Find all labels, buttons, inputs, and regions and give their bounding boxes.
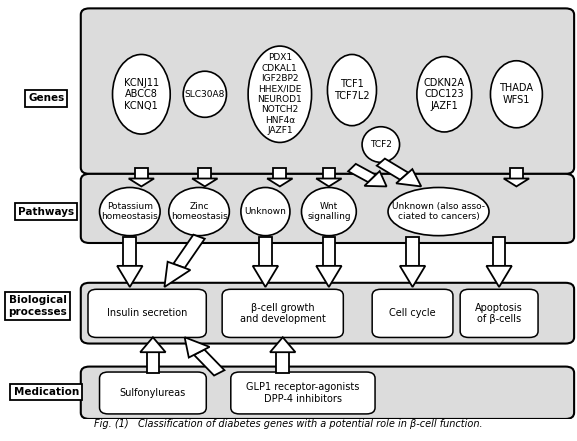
Polygon shape (323, 168, 335, 179)
Polygon shape (129, 179, 154, 187)
Text: Unknown: Unknown (245, 207, 286, 216)
Ellipse shape (241, 187, 290, 235)
Ellipse shape (328, 55, 376, 126)
FancyBboxPatch shape (81, 174, 574, 243)
Polygon shape (510, 168, 523, 179)
FancyBboxPatch shape (460, 289, 538, 337)
Text: Apoptosis
of β-cells: Apoptosis of β-cells (475, 303, 523, 324)
Polygon shape (173, 235, 205, 268)
Ellipse shape (168, 187, 229, 235)
Text: Unknown (also asso-
ciated to cancers): Unknown (also asso- ciated to cancers) (392, 202, 485, 221)
Text: Wnt
signalling: Wnt signalling (307, 202, 351, 221)
FancyBboxPatch shape (231, 372, 375, 414)
Polygon shape (493, 237, 505, 266)
Polygon shape (276, 352, 289, 373)
FancyBboxPatch shape (81, 366, 574, 419)
Ellipse shape (100, 187, 160, 235)
Polygon shape (147, 352, 159, 373)
Polygon shape (117, 266, 143, 287)
Ellipse shape (362, 127, 399, 162)
Text: THADA
WFS1: THADA WFS1 (500, 83, 533, 105)
Polygon shape (316, 266, 342, 287)
Text: GLP1 receptor-agonists
DPP-4 inhibitors: GLP1 receptor-agonists DPP-4 inhibitors (246, 382, 359, 404)
Polygon shape (185, 337, 209, 358)
Text: Pathways: Pathways (18, 206, 74, 217)
Polygon shape (270, 337, 295, 352)
Text: Medication: Medication (13, 387, 79, 397)
Polygon shape (348, 164, 376, 182)
Polygon shape (365, 171, 387, 187)
Text: Potassium
homeostasis: Potassium homeostasis (102, 202, 158, 221)
Polygon shape (486, 266, 512, 287)
Text: β-cell growth
and development: β-cell growth and development (240, 303, 325, 324)
Text: Sulfonylureas: Sulfonylureas (120, 388, 186, 398)
Text: Genes: Genes (28, 93, 64, 104)
Ellipse shape (301, 187, 356, 235)
Text: Biological
processes: Biological processes (8, 295, 67, 317)
Text: TCF1
TCF7L2: TCF1 TCF7L2 (334, 79, 370, 101)
Text: Insulin secretion: Insulin secretion (107, 308, 188, 318)
Polygon shape (259, 237, 272, 266)
Ellipse shape (113, 55, 170, 134)
Text: Zinc
homeostasis: Zinc homeostasis (171, 202, 227, 221)
FancyBboxPatch shape (88, 289, 207, 337)
Polygon shape (267, 179, 293, 187)
Text: KCNJ11
ABCC8
KCNQ1: KCNJ11 ABCC8 KCNQ1 (124, 78, 159, 111)
Polygon shape (135, 168, 148, 179)
FancyBboxPatch shape (81, 8, 574, 174)
Polygon shape (400, 266, 425, 287)
Polygon shape (198, 168, 211, 179)
Ellipse shape (490, 61, 542, 128)
Ellipse shape (183, 71, 226, 117)
Text: TCF2: TCF2 (370, 140, 392, 149)
Text: Fig. (1)   Classification of diabetes genes with a potential role in β-cell func: Fig. (1) Classification of diabetes gene… (94, 419, 483, 429)
FancyBboxPatch shape (99, 372, 207, 414)
Polygon shape (323, 237, 335, 266)
Polygon shape (123, 237, 136, 266)
Polygon shape (273, 168, 286, 179)
Polygon shape (253, 266, 278, 287)
Text: SLC30A8: SLC30A8 (185, 90, 225, 99)
Text: Cell cycle: Cell cycle (389, 308, 436, 318)
Polygon shape (377, 159, 409, 180)
Polygon shape (194, 350, 224, 376)
Polygon shape (396, 169, 421, 187)
Text: PDX1
CDKAL1
IGF2BP2
HHEX/IDE
NEUROD1
NOTCH2
HNF4α
JAZF1: PDX1 CDKAL1 IGF2BP2 HHEX/IDE NEUROD1 NOT… (257, 53, 302, 135)
Polygon shape (406, 237, 419, 266)
Polygon shape (140, 337, 166, 352)
Polygon shape (192, 179, 218, 187)
Ellipse shape (388, 187, 489, 235)
Ellipse shape (248, 46, 312, 142)
Polygon shape (164, 262, 190, 287)
Polygon shape (504, 179, 529, 187)
Ellipse shape (417, 56, 471, 132)
FancyBboxPatch shape (81, 283, 574, 344)
FancyBboxPatch shape (372, 289, 453, 337)
FancyBboxPatch shape (222, 289, 343, 337)
Polygon shape (316, 179, 342, 187)
Text: CDKN2A
CDC123
JAZF1: CDKN2A CDC123 JAZF1 (424, 78, 465, 111)
